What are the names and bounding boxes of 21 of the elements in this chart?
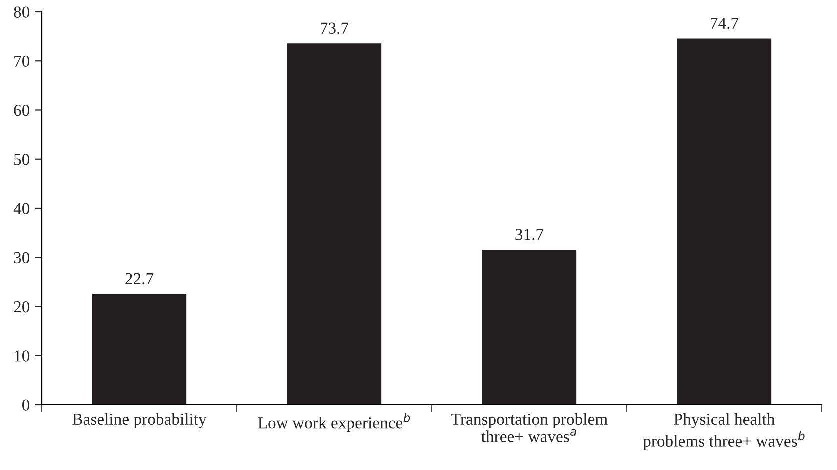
- x-tick-label: Physical health problems three+ waves$^{b}$: [643, 413, 805, 450]
- y-tick-label: 50: [14, 154, 30, 166]
- y-tick-label: 10: [14, 350, 30, 362]
- data-label: 31.7: [516, 229, 544, 240]
- y-tick-label: 40: [14, 203, 30, 214]
- x-tick-label: Low work experience$^{b}$: [258, 413, 410, 432]
- data-label: 22.7: [126, 273, 154, 285]
- data-label: 73.7: [321, 22, 349, 34]
- bar: [286, 42, 383, 405]
- x-tick-label: Transportation problem three+ waves$^{a}$: [451, 413, 608, 442]
- bar: [481, 248, 578, 405]
- x-tick-label: Baseline probability: [72, 413, 207, 428]
- y-tick-label: 0: [22, 400, 30, 411]
- data-label: 74.7: [711, 18, 739, 30]
- y-tick-label: 30: [14, 252, 30, 264]
- y-tick-label: 60: [14, 104, 30, 116]
- y-tick-label: 20: [14, 301, 30, 313]
- y-tick-label: 70: [14, 56, 30, 68]
- bar: [676, 37, 773, 405]
- y-tick-label: 80: [14, 6, 30, 18]
- bar: [91, 292, 188, 405]
